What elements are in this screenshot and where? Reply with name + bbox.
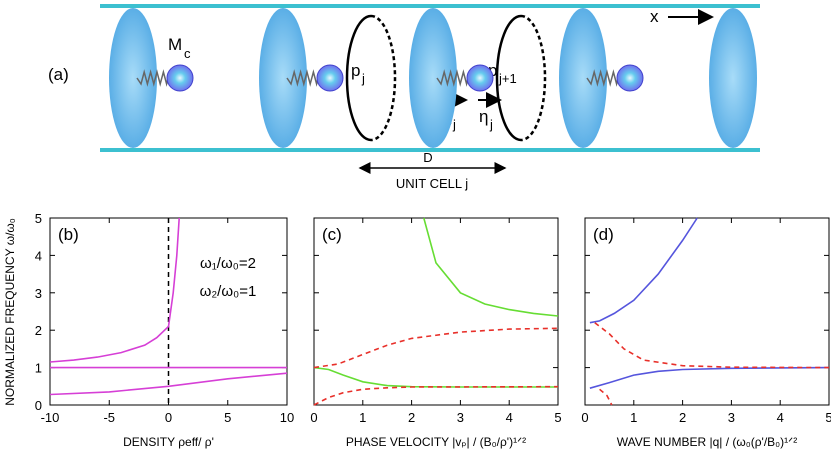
x-tick-label: -10	[41, 410, 60, 425]
x-axis-label: PHASE VELOCITY |vₚ| / (B₀/ρ')¹ᐟ²	[346, 435, 526, 449]
annotation: ω₁/ω₀=2	[200, 255, 256, 272]
label: (a)	[48, 65, 69, 84]
label: UNIT CELL j	[396, 176, 468, 191]
label: j	[452, 117, 456, 132]
annotation: ω₂/ω₀=1	[200, 283, 257, 300]
y-tick-label: 3	[35, 286, 42, 301]
curve	[594, 322, 830, 369]
x-axis-label: WAVE NUMBER |q| / (ω₀(ρ'/B₀)¹ᐟ²	[617, 435, 797, 449]
loop-dashed	[520, 14, 547, 142]
label: x	[650, 7, 659, 26]
label: p	[488, 61, 497, 80]
x-tick-label: 2	[408, 410, 415, 425]
panel-label: (c)	[322, 225, 342, 244]
x-tick-label: 0	[165, 410, 172, 425]
loop-dashed	[370, 14, 397, 142]
disk	[109, 8, 157, 148]
panel-label: (b)	[58, 225, 79, 244]
disk	[709, 8, 757, 148]
diagram: (a) k M c p j p j+1 ξ j η j x D UNIT CEL…	[48, 4, 760, 191]
y-tick-label: 1	[35, 361, 42, 376]
label: M	[168, 35, 182, 54]
plot-frame	[584, 217, 830, 406]
panel-label: (d)	[593, 225, 614, 244]
y-tick-label: 4	[35, 248, 42, 263]
disk	[409, 8, 457, 148]
curve	[313, 385, 559, 406]
y-tick-label: 5	[35, 211, 42, 226]
mass	[466, 64, 494, 92]
curve	[49, 217, 180, 363]
mass	[166, 64, 194, 92]
curve	[589, 217, 698, 324]
x-tick-label: 4	[506, 410, 513, 425]
y-tick-label: 2	[35, 323, 42, 338]
label: c	[184, 46, 191, 61]
curve	[313, 327, 559, 369]
x-tick-label: 3	[457, 410, 464, 425]
x-tick-label: -5	[103, 410, 115, 425]
x-tick-label: 4	[777, 410, 784, 425]
label: j+1	[498, 71, 517, 86]
curve	[49, 372, 288, 396]
x-tick-label: 10	[280, 410, 294, 425]
mass	[316, 64, 344, 92]
label: j	[489, 117, 493, 132]
label: η	[479, 107, 488, 126]
x-tick-label: 5	[554, 410, 561, 425]
x-tick-label: 5	[224, 410, 231, 425]
disk	[559, 8, 607, 148]
x-tick-label: 1	[359, 410, 366, 425]
label: p	[351, 61, 360, 80]
mass	[616, 64, 644, 92]
x-axis-label: DENSITY ρeff/ ρ'	[123, 435, 214, 449]
curve	[423, 217, 559, 317]
plot-frame	[313, 217, 559, 406]
curve	[589, 366, 830, 389]
curve	[599, 388, 613, 406]
x-tick-label: 1	[630, 410, 637, 425]
x-tick-label: 2	[679, 410, 686, 425]
disk	[259, 8, 307, 148]
x-tick-label: 3	[728, 410, 735, 425]
loop-mask	[370, 14, 397, 142]
loop-mask	[520, 14, 547, 142]
y-axis-label: NORMALIZED FREQUENCY ω/ω₀	[3, 218, 17, 406]
x-tick-label: 5	[825, 410, 831, 425]
label: D	[423, 150, 432, 165]
y-tick-label: 0	[35, 398, 42, 413]
curve	[313, 366, 558, 388]
label: j	[361, 71, 365, 86]
x-tick-label: 0	[310, 410, 317, 425]
x-tick-label: 0	[581, 410, 588, 425]
